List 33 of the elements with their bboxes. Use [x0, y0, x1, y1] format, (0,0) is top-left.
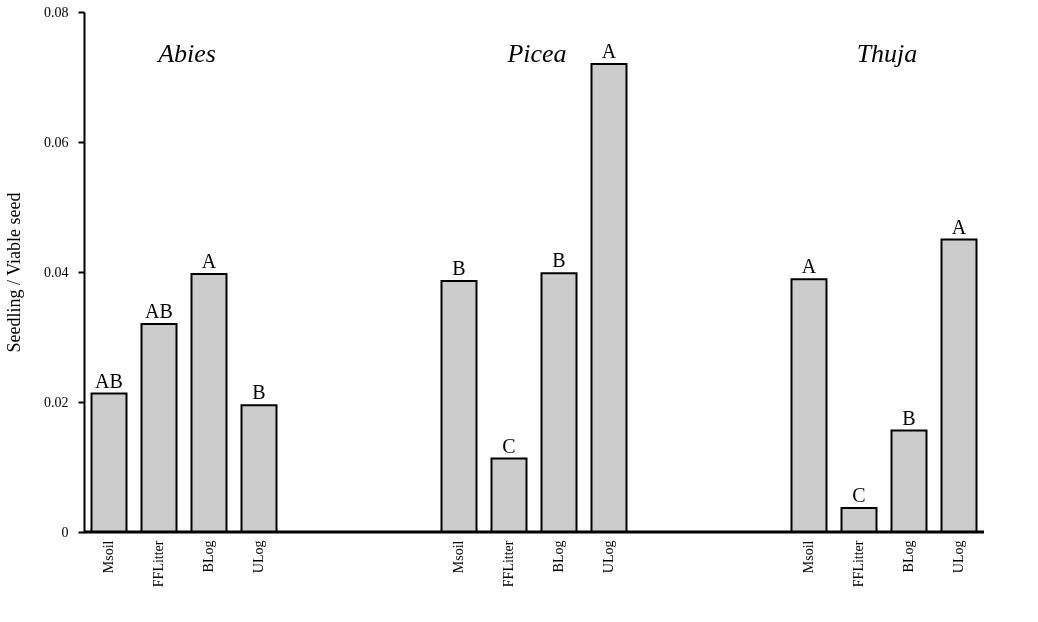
- x-tick-label: Msoil: [451, 540, 466, 574]
- annotation: Thuja: [856, 39, 918, 68]
- x-tick-label: BLog: [201, 540, 216, 573]
- y-tick-label: 0.08: [44, 4, 69, 20]
- y-axis-title: Seedling / Viable seed: [4, 192, 24, 353]
- data-label: AB: [95, 369, 123, 392]
- data-label: C: [502, 434, 516, 457]
- data-label: AB: [145, 300, 173, 322]
- data-label: B: [902, 406, 916, 429]
- x-tick-label: Msoil: [101, 540, 116, 574]
- y-tick-label: 0.02: [44, 394, 69, 410]
- x-tick-label: FFLitter: [851, 540, 866, 588]
- x-tick-label: Msoil: [801, 540, 816, 574]
- data-label: A: [801, 255, 817, 278]
- x-tick-label: BLog: [551, 540, 566, 573]
- x-tick-label: BLog: [901, 540, 916, 573]
- y-tick-label: 0: [61, 524, 69, 540]
- data-label: B: [452, 257, 466, 280]
- data-label: A: [201, 249, 217, 272]
- annotation: Picea: [506, 39, 567, 68]
- x-tick-label: ULog: [951, 540, 966, 574]
- y-tick-label: 0.04: [44, 264, 69, 280]
- data-label: B: [552, 249, 566, 272]
- data-label: A: [601, 40, 617, 62]
- annotation: Abies: [156, 39, 216, 68]
- x-tick-label: FFLitter: [151, 540, 166, 588]
- data-label: C: [852, 483, 866, 506]
- x-tick-label: ULog: [251, 540, 266, 574]
- data-label: B: [252, 381, 266, 404]
- y-tick-label: 0.06: [44, 134, 69, 150]
- x-tick-label: FFLitter: [501, 540, 516, 588]
- data-label: A: [951, 215, 967, 238]
- x-tick-label: ULog: [601, 540, 616, 574]
